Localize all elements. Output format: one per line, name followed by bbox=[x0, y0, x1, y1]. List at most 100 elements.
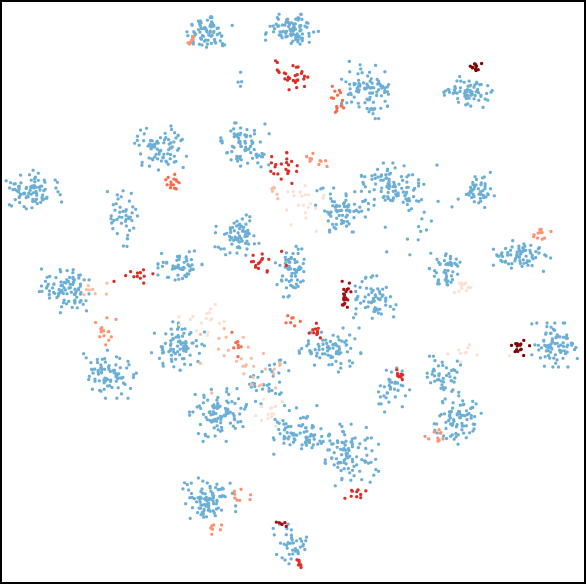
scatter-point bbox=[198, 22, 202, 26]
scatter-point bbox=[119, 195, 123, 199]
point-cluster bbox=[314, 186, 370, 234]
scatter-point bbox=[239, 144, 243, 148]
point-cluster bbox=[82, 281, 109, 297]
scatter-point bbox=[177, 254, 182, 258]
scatter-point bbox=[126, 359, 130, 363]
scatter-point bbox=[371, 91, 375, 95]
scatter-point bbox=[64, 302, 69, 306]
scatter-point bbox=[286, 163, 291, 167]
scatter-point bbox=[275, 552, 279, 557]
scatter-point bbox=[121, 209, 125, 213]
scatter-point bbox=[352, 474, 356, 478]
scatter-point bbox=[540, 237, 544, 241]
scatter-point bbox=[377, 117, 381, 121]
scatter-point bbox=[351, 230, 355, 234]
point-cluster bbox=[491, 239, 553, 273]
scatter-point bbox=[108, 384, 112, 388]
scatter-point bbox=[84, 299, 88, 303]
scatter-point bbox=[524, 254, 528, 258]
point-cluster bbox=[37, 267, 91, 315]
scatter-point bbox=[190, 263, 194, 267]
scatter-point bbox=[350, 489, 354, 493]
scatter-point bbox=[499, 258, 503, 262]
scatter-point bbox=[447, 90, 452, 94]
scatter-point bbox=[548, 356, 552, 360]
scatter-point bbox=[102, 387, 106, 391]
scatter-point bbox=[36, 171, 40, 175]
scatter-point bbox=[243, 407, 247, 411]
scatter-point bbox=[62, 298, 66, 302]
scatter-point bbox=[479, 411, 483, 415]
scatter-point bbox=[141, 268, 146, 272]
scatter-point bbox=[64, 281, 68, 285]
scatter-point bbox=[187, 42, 192, 46]
scatter-point bbox=[544, 332, 548, 336]
scatter-point bbox=[323, 458, 327, 462]
scatter-point bbox=[236, 159, 240, 163]
scatter-point bbox=[376, 311, 380, 315]
scatter-point bbox=[105, 281, 109, 285]
scatter-point bbox=[188, 353, 192, 357]
scatter-point bbox=[358, 205, 362, 209]
scatter-point bbox=[287, 562, 291, 566]
scatter-point bbox=[170, 332, 174, 336]
scatter-point bbox=[47, 289, 52, 293]
scatter-point bbox=[470, 90, 474, 94]
scatter-point bbox=[471, 188, 475, 192]
scatter-point bbox=[11, 188, 15, 192]
scatter-point bbox=[236, 343, 240, 347]
scatter-point bbox=[212, 29, 216, 33]
scatter-point bbox=[528, 344, 532, 348]
scatter-point bbox=[245, 148, 249, 152]
scatter-point bbox=[233, 401, 237, 406]
scatter-point bbox=[204, 415, 208, 419]
scatter-point bbox=[196, 432, 200, 436]
scatter-point bbox=[176, 344, 180, 348]
scatter-point bbox=[306, 339, 310, 343]
scatter-point bbox=[359, 301, 363, 305]
scatter-point bbox=[253, 384, 257, 389]
scatter-point bbox=[388, 387, 392, 391]
scatter-point bbox=[278, 380, 282, 384]
scatter-point bbox=[291, 432, 295, 437]
scatter-point bbox=[287, 369, 291, 373]
point-cluster bbox=[232, 487, 253, 502]
scatter-point bbox=[188, 516, 192, 521]
scatter-point bbox=[271, 526, 275, 531]
scatter-point bbox=[181, 165, 185, 170]
scatter-point bbox=[104, 343, 108, 347]
scatter-point bbox=[369, 436, 373, 440]
scatter-point bbox=[425, 375, 429, 379]
scatter-point bbox=[67, 299, 71, 303]
scatter-point bbox=[214, 224, 218, 228]
scatter-point bbox=[436, 364, 440, 368]
scatter-point bbox=[123, 219, 128, 223]
scatter-point bbox=[93, 292, 97, 296]
scatter-point bbox=[135, 134, 140, 138]
scatter-point bbox=[542, 364, 547, 368]
scatter-point bbox=[306, 205, 310, 209]
scatter-point bbox=[295, 433, 299, 437]
scatter-point bbox=[329, 210, 333, 214]
scatter-point bbox=[220, 425, 224, 430]
scatter-point bbox=[317, 348, 321, 352]
scatter-point bbox=[233, 426, 237, 430]
scatter-point bbox=[232, 489, 236, 493]
scatter-point bbox=[509, 253, 513, 257]
scatter-point bbox=[247, 231, 251, 235]
scatter-point bbox=[168, 157, 172, 161]
scatter-point bbox=[293, 22, 297, 26]
scatter-point bbox=[387, 177, 391, 181]
scatter-point bbox=[257, 384, 261, 388]
scatter-point bbox=[472, 427, 476, 431]
scatter-point bbox=[244, 253, 248, 257]
scatter-point bbox=[454, 257, 458, 261]
scatter-point bbox=[354, 312, 358, 316]
scatter-point bbox=[109, 378, 113, 382]
scatter-point bbox=[298, 431, 302, 435]
scatter-point bbox=[235, 251, 239, 255]
scatter-point bbox=[8, 186, 12, 190]
scatter-point bbox=[359, 189, 363, 193]
scatter-point bbox=[345, 208, 349, 213]
scatter-point bbox=[236, 355, 240, 359]
